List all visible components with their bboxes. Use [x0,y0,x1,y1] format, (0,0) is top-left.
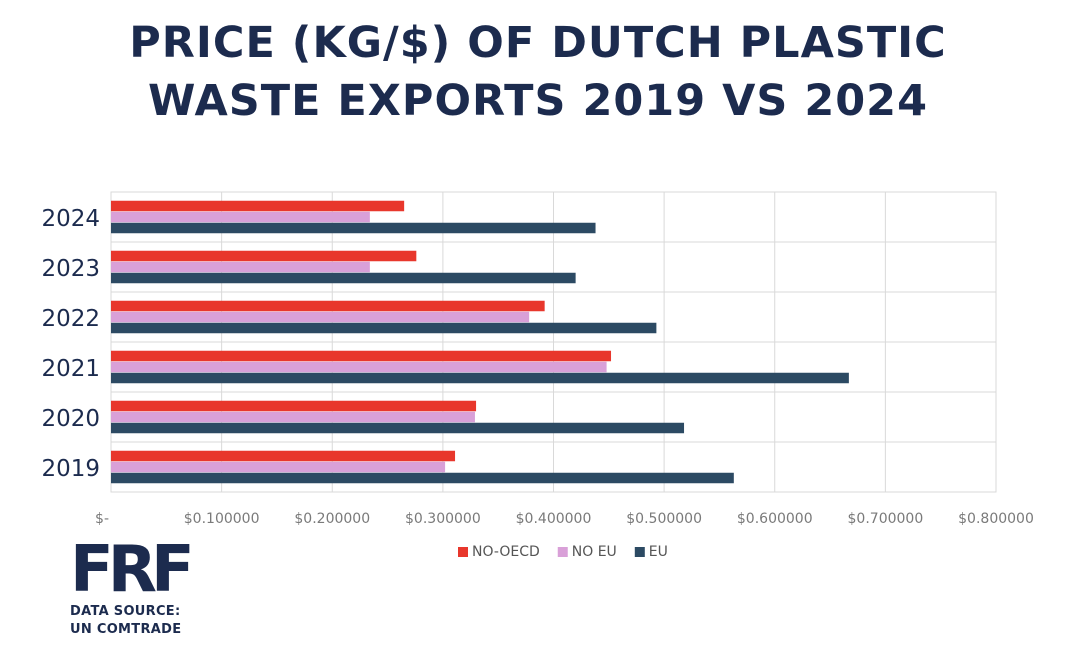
brand-logo: FRF [70,533,195,607]
bar-no-oecd-2021 [111,350,612,362]
x-tick-label: $0.200000 [294,511,370,527]
bar-no-eu-2024 [111,211,370,223]
y-tick-label: 2019 [41,456,100,482]
bar-no-eu-2019 [111,461,446,473]
bar-eu-2022 [111,322,657,334]
y-tick-label: 2024 [41,206,100,232]
x-tick-label: $0.100000 [184,511,260,527]
legend-swatch [557,547,568,557]
legend-swatch [458,547,468,557]
bar-no-oecd-2023 [111,250,417,262]
y-tick-label: 2023 [41,256,100,282]
chart-title-line-2: WASTE EXPORTS 2019 VS 2024 [147,76,928,126]
x-tick-label: $0.500000 [626,511,702,527]
legend-label: EU [649,544,668,560]
bar-eu-2020 [111,422,685,434]
legend-label: NO-OECD [472,544,540,560]
bar-no-oecd-2020 [111,400,477,412]
bar-eu-2021 [111,372,849,384]
x-tick-label: $0.700000 [848,511,924,527]
y-axis-labels: 2024 2023 2022 2021 2020 2019 [41,206,100,482]
chart-bars [111,200,849,484]
x-tick-label: $- [95,511,109,527]
legend-swatch [634,547,645,557]
legend-label: NO EU [572,544,617,560]
chart-grid [110,191,997,493]
chart-legend: NO-OECD NO EU EU [458,544,668,560]
bar-no-oecd-2024 [111,200,405,212]
y-tick-label: 2022 [41,306,100,332]
bar-no-eu-2023 [111,261,370,273]
bar-eu-2023 [111,272,576,284]
data-source-line-2: UN COMTRADE [70,622,182,637]
bar-no-eu-2021 [111,361,607,373]
x-axis-labels: $- $0.100000 $0.200000 $0.300000 $0.400000 $0… [95,511,1034,527]
brand-block: FRF DATA SOURCE: UN COMTRADE [70,533,195,638]
data-source-line-1: DATA SOURCE: [70,604,181,619]
x-tick-label: $0.300000 [405,511,481,527]
bar-eu-2024 [111,222,596,234]
x-tick-label: $0.800000 [958,511,1034,527]
y-tick-label: 2021 [41,356,100,382]
x-tick-label: $0.400000 [516,511,592,527]
bar-no-eu-2022 [111,311,530,323]
bar-no-oecd-2022 [111,300,545,312]
bar-no-oecd-2019 [111,450,456,462]
chart-title: PRICE (KG/$) OF DUTCH PLASTIC WASTE EXPO… [0,14,1076,130]
chart-title-line-1: PRICE (KG/$) OF DUTCH PLASTIC [129,18,947,68]
bar-no-eu-2020 [111,411,475,423]
bar-eu-2019 [111,472,734,484]
x-tick-label: $0.600000 [737,511,813,527]
y-tick-label: 2020 [41,406,100,432]
